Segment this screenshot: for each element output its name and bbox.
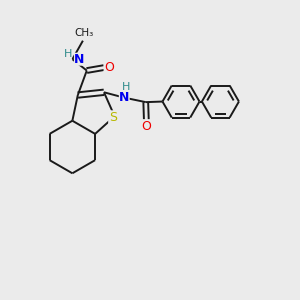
Text: O: O xyxy=(104,61,114,74)
Text: H: H xyxy=(122,82,130,92)
Text: O: O xyxy=(141,120,151,133)
Text: N: N xyxy=(74,53,84,66)
Text: N: N xyxy=(119,91,130,104)
Text: H: H xyxy=(64,49,72,58)
Text: CH₃: CH₃ xyxy=(75,28,94,38)
Text: S: S xyxy=(109,111,117,124)
